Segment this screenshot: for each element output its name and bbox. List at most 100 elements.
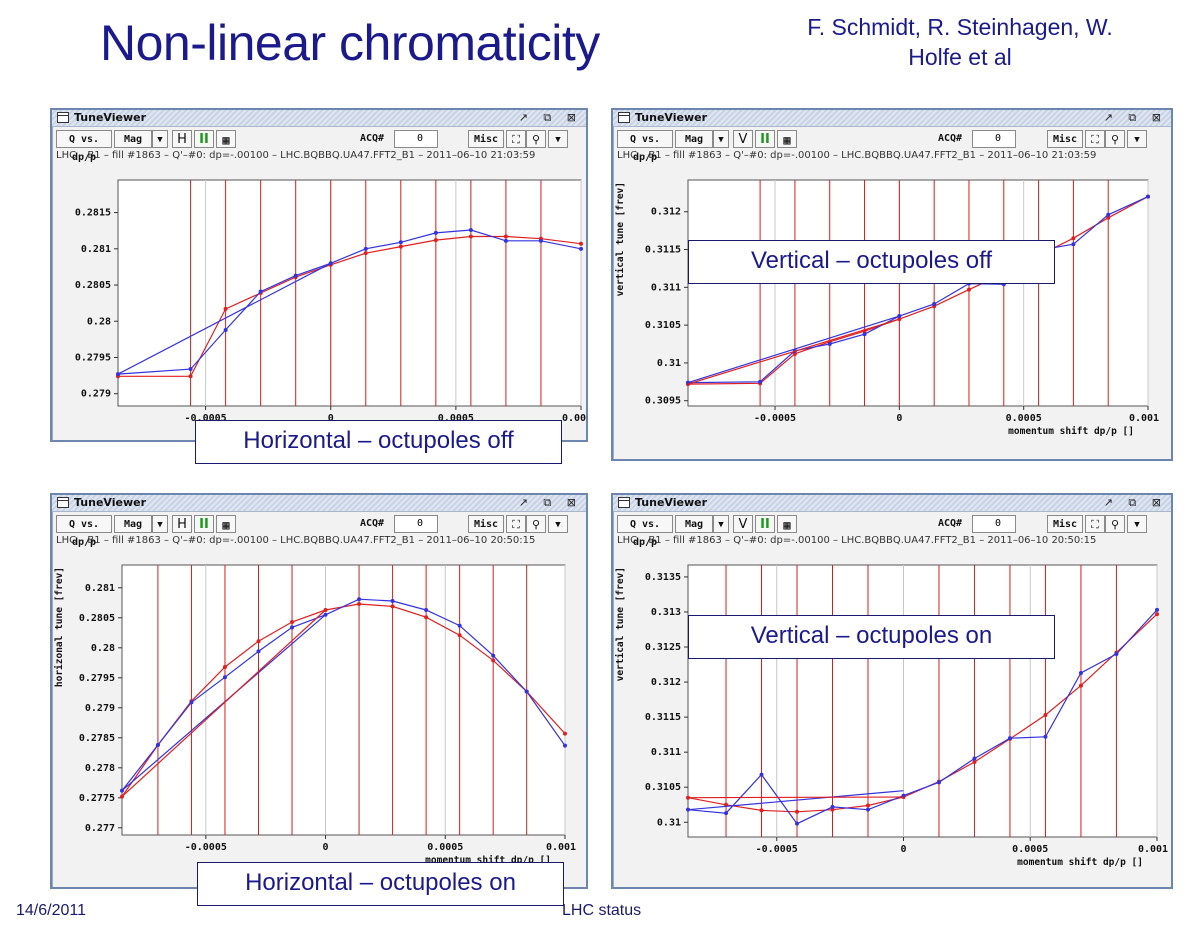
mag-select[interactable]: Mag bbox=[114, 130, 152, 148]
plot-area bbox=[121, 564, 566, 836]
data-point bbox=[579, 241, 583, 246]
red-series-line bbox=[122, 609, 326, 798]
mag-select[interactable]: Mag bbox=[675, 130, 713, 148]
window-controls-icon[interactable]: ↗ ⧉ ⊠ bbox=[518, 111, 582, 124]
blue-series-line bbox=[688, 790, 904, 811]
acq-spinner-input[interactable]: 0 bbox=[394, 130, 438, 148]
zoom-icon[interactable]: ⚲ bbox=[1105, 515, 1125, 533]
mag-select[interactable]: Mag bbox=[114, 515, 152, 533]
y-tick-label: 0.3115 bbox=[645, 245, 681, 256]
data-point bbox=[758, 379, 763, 384]
fit-view-icon[interactable]: ⛶ bbox=[506, 130, 526, 148]
x-tick-label: 0.001 bbox=[1138, 844, 1168, 855]
tune-plot[interactable]: 0.31 0.3105 0.311 0.3115 0.312 0.3125 0.313 0.3… bbox=[613, 549, 1171, 887]
misc-button[interactable]: Misc bbox=[468, 130, 504, 148]
red-series-line bbox=[688, 796, 904, 799]
tune-plot[interactable]: 0.279 0.2795 0.28 0.2805 0.281 0.2815 -0.0005 0… bbox=[52, 164, 586, 434]
plot-area bbox=[687, 179, 1149, 407]
misc-button[interactable]: Misc bbox=[1047, 130, 1083, 148]
tuneviewer-window-2: TuneViewer ↗ ⧉ ⊠ Q vs. dp/p Mag ▼ V II ▦… bbox=[611, 108, 1173, 461]
mode-select-button[interactable]: Q vs. dp/p bbox=[56, 130, 112, 163]
fit-view-icon[interactable]: ⛶ bbox=[506, 515, 526, 533]
x-tick-label: -0.0005 bbox=[185, 413, 227, 424]
data-point bbox=[290, 625, 295, 630]
mag-select[interactable]: Mag bbox=[675, 515, 713, 533]
grid-icon[interactable]: ▦ bbox=[216, 130, 236, 148]
window-title: TuneViewer bbox=[635, 496, 708, 509]
y-tick-label: 0.28 bbox=[91, 643, 115, 654]
window-controls-icon[interactable]: ↗ ⧉ ⊠ bbox=[1103, 111, 1167, 124]
data-point bbox=[222, 665, 227, 669]
data-point bbox=[865, 807, 870, 812]
pause-icon[interactable]: II bbox=[194, 515, 214, 533]
plane-toggle-button[interactable]: H bbox=[172, 130, 192, 148]
data-point bbox=[328, 261, 333, 266]
plane-toggle-button[interactable]: H bbox=[172, 515, 192, 533]
acq-label: ACQ# bbox=[360, 133, 385, 144]
zoom-icon[interactable]: ⚲ bbox=[526, 130, 546, 148]
misc-button[interactable]: Misc bbox=[468, 515, 504, 533]
misc-button[interactable]: Misc bbox=[1047, 515, 1083, 533]
data-point bbox=[830, 804, 835, 809]
zoom-icon[interactable]: ⚲ bbox=[526, 515, 546, 533]
acq-spinner-input[interactable]: 0 bbox=[972, 515, 1016, 533]
window-icon bbox=[618, 497, 630, 508]
y-tick-label: 0.281 bbox=[85, 583, 115, 594]
data-point bbox=[390, 599, 395, 603]
pause-icon[interactable]: II bbox=[755, 130, 775, 148]
mode-select-button[interactable]: Q vs. dp/p bbox=[617, 130, 673, 163]
plane-toggle-button[interactable]: V bbox=[733, 130, 753, 148]
y-tick-label: 0.312 bbox=[651, 677, 681, 688]
pause-icon[interactable]: II bbox=[194, 130, 214, 148]
misc-dropdown-chevron-icon[interactable]: ▼ bbox=[548, 515, 568, 533]
data-point bbox=[155, 743, 160, 747]
data-point bbox=[1106, 215, 1111, 220]
grid-icon[interactable]: ▦ bbox=[777, 515, 797, 533]
data-point bbox=[188, 374, 193, 379]
acq-spinner-input[interactable]: 0 bbox=[394, 515, 438, 533]
acq-spinner-input[interactable]: 0 bbox=[972, 130, 1016, 148]
y-tick-label: 0.279 bbox=[85, 703, 115, 714]
acq-label: ACQ# bbox=[360, 518, 385, 529]
window-controls-icon[interactable]: ↗ ⧉ ⊠ bbox=[1103, 496, 1167, 509]
y-tick-label: 0.31 bbox=[657, 817, 681, 828]
zoom-icon[interactable]: ⚲ bbox=[1105, 130, 1125, 148]
y-tick-label: 0.2795 bbox=[75, 352, 111, 363]
y-tick-label: 0.277 bbox=[85, 823, 115, 834]
mode-select-button[interactable]: Q vs. dp/p bbox=[56, 515, 112, 548]
misc-dropdown-chevron-icon[interactable]: ▼ bbox=[1127, 130, 1147, 148]
data-point bbox=[538, 238, 543, 243]
window-icon bbox=[618, 112, 630, 123]
x-tick-label: 0.0005 bbox=[1012, 844, 1048, 855]
data-point bbox=[1155, 612, 1159, 617]
plane-toggle-button[interactable]: V bbox=[733, 515, 753, 533]
data-point bbox=[972, 759, 977, 764]
tune-plot[interactable]: 0.277 0.2775 0.278 0.2785 0.279 0.2795 0.28 0.2… bbox=[52, 549, 586, 887]
mag-dropdown-chevron-icon[interactable]: ▼ bbox=[152, 515, 168, 533]
window-controls-icon[interactable]: ↗ ⧉ ⊠ bbox=[518, 496, 582, 509]
pause-icon[interactable]: II bbox=[755, 515, 775, 533]
mag-dropdown-chevron-icon[interactable]: ▼ bbox=[713, 130, 729, 148]
misc-dropdown-chevron-icon[interactable]: ▼ bbox=[1127, 515, 1147, 533]
mode-select-button[interactable]: Q vs. dp/p bbox=[617, 515, 673, 548]
mag-dropdown-chevron-icon[interactable]: ▼ bbox=[152, 130, 168, 148]
data-point bbox=[1071, 242, 1076, 247]
x-tick-label: 0 bbox=[328, 413, 334, 424]
fit-view-icon[interactable]: ⛶ bbox=[1085, 130, 1105, 148]
y-tick-label: 0.311 bbox=[651, 282, 681, 293]
data-point bbox=[390, 604, 395, 609]
data-point bbox=[357, 602, 362, 606]
data-point bbox=[865, 803, 870, 808]
grid-icon[interactable]: ▦ bbox=[216, 515, 236, 533]
mag-dropdown-chevron-icon[interactable]: ▼ bbox=[713, 515, 729, 533]
x-axis-label: momentum shift dp/p [] bbox=[425, 855, 551, 866]
window-titlebar: TuneViewer ↗ ⧉ ⊠ bbox=[613, 495, 1171, 512]
y-tick-label: 0.3125 bbox=[645, 642, 681, 653]
data-point bbox=[256, 639, 261, 644]
misc-dropdown-chevron-icon[interactable]: ▼ bbox=[548, 130, 568, 148]
window-icon bbox=[57, 112, 69, 123]
overlay-caption: Horizontal – octupoles on bbox=[197, 862, 564, 906]
fit-view-icon[interactable]: ⛶ bbox=[1085, 515, 1105, 533]
tune-plot[interactable]: 0.3095 0.31 0.3105 0.311 0.3115 0.312 -0.0005 0… bbox=[613, 164, 1171, 454]
grid-icon[interactable]: ▦ bbox=[777, 130, 797, 148]
